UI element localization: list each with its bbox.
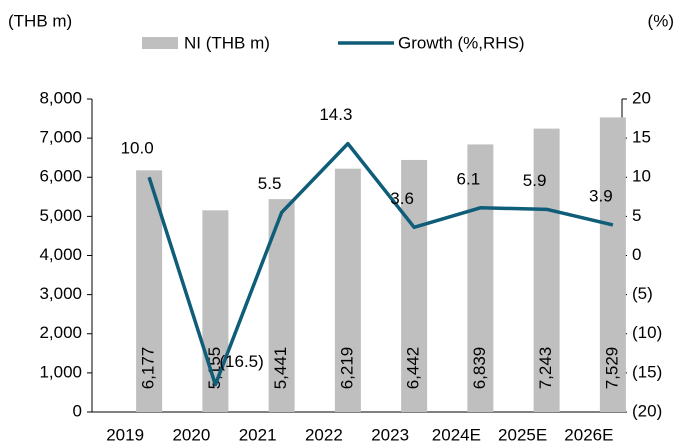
- y-tick-label: 4,000: [39, 245, 82, 264]
- x-tick-label: 2025E: [498, 425, 547, 444]
- bar: [202, 210, 229, 412]
- x-tick-label: 2024E: [432, 425, 481, 444]
- y2-tick-label: 5: [632, 206, 641, 225]
- x-tick-label: 2020: [172, 425, 210, 444]
- line-label: 3.9: [589, 186, 613, 205]
- line-label: 5.5: [258, 174, 282, 193]
- x-tick-label: 2019: [106, 425, 144, 444]
- y2-tick-label: (20): [632, 401, 662, 420]
- legend-swatch: [142, 37, 178, 49]
- bar: [599, 117, 626, 413]
- y-axis-label: (THB m): [8, 11, 72, 30]
- y-tick-label: 2,000: [39, 323, 82, 342]
- y2-tick-label: (5): [632, 284, 653, 303]
- line-label: 10.0: [121, 139, 154, 158]
- x-tick-label: 2026E: [564, 425, 613, 444]
- growth-line: [147, 141, 614, 387]
- bar: [334, 168, 361, 412]
- y-tick-label: 6,000: [39, 167, 82, 186]
- x-tick-label: 2023: [371, 425, 409, 444]
- x-tick-label: 2022: [305, 425, 343, 444]
- bar-label: 5,441: [271, 347, 290, 390]
- y2-tick-label: 15: [632, 128, 651, 147]
- legend-label: NI (THB m): [184, 33, 270, 52]
- bar: [401, 159, 428, 412]
- line-label: 3.6: [390, 189, 414, 208]
- y2-tick-label: (10): [632, 323, 662, 342]
- y2-tick-label: 0: [632, 245, 641, 264]
- line-label: 5.9: [523, 171, 547, 190]
- y-tick-label: 1,000: [39, 362, 82, 381]
- bar: [136, 170, 163, 412]
- bar-label: 6,839: [470, 347, 489, 390]
- y2-tick-label: 10: [632, 167, 651, 186]
- y-tick-label: 0: [73, 401, 82, 420]
- bar: [533, 128, 560, 413]
- bar-label: 6,177: [139, 347, 158, 390]
- x-tick-label: 2021: [239, 425, 277, 444]
- bar-label: 6,219: [337, 347, 356, 390]
- bar-label: 7,243: [536, 347, 555, 390]
- y2-tick-label: (15): [632, 362, 662, 381]
- y2-tick-label: 20: [632, 88, 651, 107]
- y-tick-label: 5,000: [39, 206, 82, 225]
- bar-label: 6,442: [404, 347, 423, 390]
- y2-axis-label: (%): [648, 11, 674, 30]
- y-tick-label: 7,000: [39, 128, 82, 147]
- y-tick-label: 8,000: [39, 88, 82, 107]
- bar: [467, 144, 494, 412]
- legend-label: Growth (%,RHS): [398, 33, 525, 52]
- line-label: 6.1: [457, 169, 481, 188]
- line-label: (16.5): [219, 352, 263, 371]
- y-tick-label: 3,000: [39, 284, 82, 303]
- line-label: 14.3: [319, 105, 352, 124]
- bar-label: 7,529: [602, 347, 621, 390]
